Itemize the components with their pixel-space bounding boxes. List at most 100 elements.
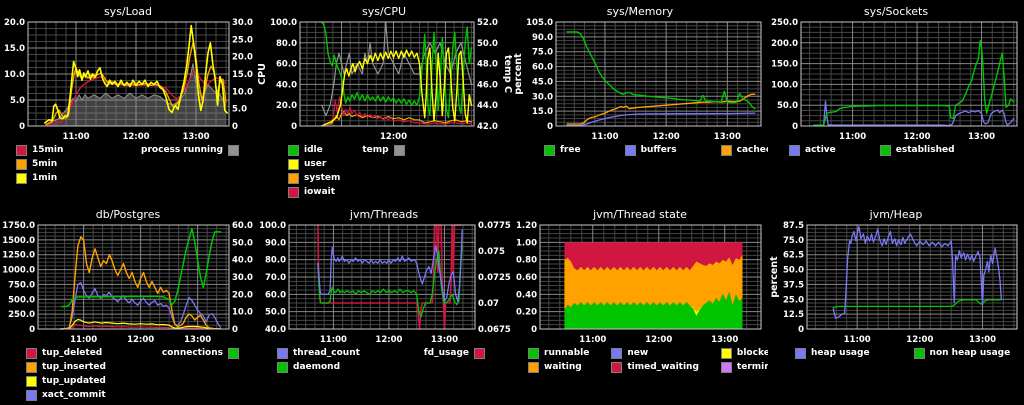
right-axis-tick-label: 20.0 <box>232 290 253 300</box>
right-axis-tick-label: 48.0 <box>477 60 498 70</box>
legend-item-1min: 1min <box>16 173 63 184</box>
series-waiting-area <box>564 254 743 312</box>
legend-group: idle user system iowait <box>288 145 340 198</box>
x-axis-tick-label: 11:00 <box>70 335 97 345</box>
system-legend-swatch <box>288 173 299 184</box>
legend-label: thread_count <box>293 348 360 358</box>
terminated-legend-swatch <box>720 362 732 373</box>
legend-label: user <box>304 159 327 169</box>
left-axis-tick-label: 50.0 <box>265 308 286 318</box>
tup-deleted-legend-swatch <box>26 348 37 359</box>
legend-label: non heap usage <box>929 348 1011 358</box>
legend-item-timed-waiting: timed_waiting <box>611 362 699 373</box>
series-non-heap-usage-line <box>832 299 1002 309</box>
series-tup-updated-line <box>60 318 221 330</box>
chart-title: sys/Load <box>103 5 153 18</box>
right-axis-tick-label: 5.0 <box>232 105 247 115</box>
established-legend-swatch <box>879 145 891 156</box>
chart-title: sys/CPU <box>361 5 407 18</box>
daemond-legend-swatch <box>277 362 288 373</box>
legend-group: 15min 5min 1min <box>16 145 63 184</box>
legend-label: tup_updated <box>42 376 106 386</box>
legend-item-temp: temp <box>362 145 405 156</box>
left-axis-tick-label: 0.20 <box>516 308 537 318</box>
xact-commit-legend-swatch <box>26 390 37 401</box>
chart-title: sys/Memory <box>606 5 674 18</box>
left-axis-tick-label: 15.0 <box>532 107 553 117</box>
series-cached-line <box>566 93 756 125</box>
x-axis-tick-label: 12:00 <box>122 132 149 142</box>
left-axis-tick-label: 1.20 <box>516 221 537 231</box>
buffers-legend-swatch <box>624 145 636 156</box>
chart-plot: 0 250.0 500.0 750.0 1000.0 1250.0 1500.0 1750.0… <box>2 221 253 345</box>
left-axis-tick-label: 50.0 <box>783 266 804 276</box>
left-axis-tick-label: 250.0 <box>8 310 35 320</box>
axis-labels: 0 5.0 10.0 15.0 20.0 0 5.0 10.0 15.0 20.0 25.0 30.0… <box>4 18 253 142</box>
chart-legend: 15min 5min 1min process running <box>0 145 256 184</box>
left-axis-unit-label: percent <box>513 53 524 95</box>
legend-label: terminated <box>736 362 768 372</box>
legend-label: connections <box>161 348 223 358</box>
left-axis-tick-label: 150.0 <box>771 60 798 70</box>
legend-item-thread-count: thread_count <box>277 348 360 359</box>
chart-legend: heap usage non heap usage <box>768 348 1024 359</box>
chart-legend: idle user system iowait temp <box>256 145 512 198</box>
series-tup-deleted-line <box>60 323 221 330</box>
user-legend-swatch <box>288 159 299 170</box>
left-axis-tick-label: 0 <box>29 325 35 335</box>
legend-item-established: established <box>879 145 955 156</box>
right-axis-tick-label: 46.0 <box>477 80 498 90</box>
series-active-line <box>813 100 1015 127</box>
x-axis-tick-label: 13:00 <box>431 335 458 345</box>
right-axis-tick-label: 0.0725 <box>478 273 511 283</box>
left-axis-tick-label: 12.5 <box>783 310 804 320</box>
right-axis-tick-label: 0.075 <box>478 247 505 257</box>
left-axis-tick-label: 0 <box>547 122 553 132</box>
left-axis-tick-label: 5.0 <box>10 96 25 106</box>
x-axis-tick-label: 11:00 <box>62 132 89 142</box>
idle-legend-swatch <box>288 145 299 156</box>
legend-label: system <box>304 173 341 183</box>
left-axis-tick-label: 1250.0 <box>2 251 35 261</box>
legend-label: xact_commit <box>42 390 106 400</box>
legend-label: fd_usage <box>423 348 469 358</box>
left-axis-tick-label: 0 <box>798 325 804 335</box>
left-axis-tick-label: 40.0 <box>265 325 286 335</box>
right-axis-tick-label: 44.0 <box>477 101 498 111</box>
legend-item-idle: idle <box>288 145 340 156</box>
series-thread-count-line <box>317 229 463 302</box>
left-axis-tick-label: 10.0 <box>4 70 25 80</box>
chart-title: jvm/Thread state <box>593 208 687 221</box>
chart-panel-jvm-threads: jvm/Threads 40.0 50.0 60.0 70.0 80.0 90.0 100.0… <box>256 203 512 405</box>
chart-series <box>321 21 473 127</box>
fd-usage-legend-swatch <box>474 348 485 359</box>
legend-label: timed_waiting <box>627 362 699 372</box>
x-axis-tick-label: 12:00 <box>380 132 407 142</box>
left-axis-tick-label: 250.0 <box>771 18 798 28</box>
legend-item-tup-updated: tup_updated <box>26 376 106 387</box>
series-process-running-line <box>48 63 227 123</box>
left-axis-tick-label: 87.5 <box>783 221 804 231</box>
left-axis-tick-label: 100.0 <box>259 221 286 231</box>
right-axis-tick-label: 40.0 <box>232 256 253 266</box>
left-axis-tick-label: 0.80 <box>516 256 537 266</box>
left-axis-tick-label: 40.0 <box>276 80 297 90</box>
legend-item-daemond: daemond <box>277 362 360 373</box>
left-axis-tick-label: 1750.0 <box>2 221 35 231</box>
chart-title: sys/Sockets <box>863 5 929 18</box>
left-axis-tick-label: 750.0 <box>8 280 35 290</box>
legend-group: process running <box>141 145 239 156</box>
legend-item-blocked: blocked <box>720 348 768 359</box>
legend-item-new: new <box>611 348 699 359</box>
left-axis-tick-label: 75.0 <box>532 48 553 58</box>
legend-group: runnable waiting <box>528 348 589 373</box>
legend-item-xact-commit: xact_commit <box>26 390 106 401</box>
chart-legend: tup_deleted tup_inserted tup_updated xact_c… <box>0 348 256 401</box>
legend-group: new timed_waiting <box>611 348 699 373</box>
left-axis-tick-label: 20.0 <box>276 101 297 111</box>
series-buffers-line <box>566 112 756 127</box>
chart-plot: 0 5.0 10.0 15.0 20.0 0 5.0 10.0 15.0 20.0 25.0 30.0… <box>4 18 253 142</box>
chart-title: jvm/Threads <box>349 208 419 221</box>
